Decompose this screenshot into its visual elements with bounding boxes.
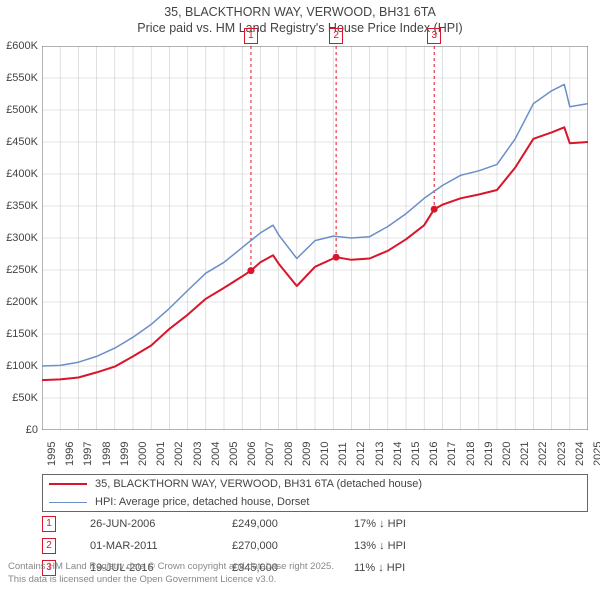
x-tick-label: 2003: [192, 442, 204, 466]
y-tick-label: £550K: [0, 72, 38, 84]
legend: 35, BLACKTHORN WAY, VERWOOD, BH31 6TA (d…: [42, 474, 588, 512]
y-tick-label: £0: [0, 424, 38, 436]
sale-row-vs-hpi: 13% ↓ HPI: [354, 540, 406, 552]
attribution-line-1: Contains HM Land Registry data © Crown c…: [8, 561, 334, 573]
x-tick-label: 2020: [501, 442, 513, 466]
x-tick-label: 2022: [537, 442, 549, 466]
y-tick-label: £50K: [0, 392, 38, 404]
chart-plot-area: [42, 46, 588, 430]
sale-row-date: 01-MAR-2011: [90, 540, 232, 552]
x-tick-label: 2013: [374, 442, 386, 466]
sale-row-marker: 1: [42, 516, 56, 532]
x-tick-label: 2021: [519, 442, 531, 466]
legend-swatch: [49, 483, 87, 485]
x-tick-label: 2015: [410, 442, 422, 466]
attribution-line-2: This data is licensed under the Open Gov…: [8, 574, 334, 586]
legend-label: 35, BLACKTHORN WAY, VERWOOD, BH31 6TA (d…: [95, 478, 422, 490]
y-tick-label: £400K: [0, 168, 38, 180]
x-tick-label: 2024: [574, 442, 586, 466]
x-tick-label: 1995: [46, 442, 58, 466]
x-tick-label: 2009: [301, 442, 313, 466]
x-tick-label: 2018: [465, 442, 477, 466]
sale-row-price: £249,000: [232, 518, 354, 530]
x-tick-label: 2001: [155, 442, 167, 466]
x-tick-label: 2025: [592, 442, 600, 466]
legend-item: 35, BLACKTHORN WAY, VERWOOD, BH31 6TA (d…: [43, 475, 587, 493]
sale-row-vs-hpi: 11% ↓ HPI: [354, 562, 405, 574]
legend-label: HPI: Average price, detached house, Dors…: [95, 496, 309, 508]
sale-row-marker: 2: [42, 538, 56, 554]
y-axis-labels: £0£50K£100K£150K£200K£250K£300K£350K£400…: [0, 46, 42, 430]
y-tick-label: £450K: [0, 136, 38, 148]
x-tick-label: 2005: [228, 442, 240, 466]
y-tick-label: £300K: [0, 232, 38, 244]
x-tick-label: 2017: [446, 442, 458, 466]
attribution: Contains HM Land Registry data © Crown c…: [8, 561, 334, 586]
y-tick-label: £350K: [0, 200, 38, 212]
x-tick-label: 2008: [283, 442, 295, 466]
y-tick-label: £250K: [0, 264, 38, 276]
sale-marker-flag: 2: [329, 28, 343, 44]
sale-marker-flag: 1: [244, 28, 258, 44]
x-tick-label: 1997: [82, 442, 94, 466]
x-tick-label: 1999: [119, 442, 131, 466]
x-tick-label: 2004: [210, 442, 222, 466]
x-tick-label: 2006: [246, 442, 258, 466]
y-tick-label: £500K: [0, 104, 38, 116]
x-tick-label: 2000: [137, 442, 149, 466]
x-tick-label: 2012: [355, 442, 367, 466]
y-tick-label: £600K: [0, 40, 38, 52]
x-axis-labels: 1995 1996 1997 1998 1999 2000 2001 2002 2003 2004…: [42, 434, 588, 474]
chart-title: 35, BLACKTHORN WAY, VERWOOD, BH31 6TA Pr…: [0, 0, 600, 37]
x-tick-label: 1998: [101, 442, 113, 466]
y-tick-label: £100K: [0, 360, 38, 372]
x-tick-label: 2023: [556, 442, 568, 466]
sale-row-price: £270,000: [232, 540, 354, 552]
x-tick-label: 2011: [337, 442, 349, 466]
x-tick-label: 2002: [173, 442, 185, 466]
title-line-1: 35, BLACKTHORN WAY, VERWOOD, BH31 6TA: [0, 4, 600, 20]
x-tick-label: 2016: [428, 442, 440, 466]
x-tick-label: 2007: [264, 442, 276, 466]
x-tick-label: 2014: [392, 442, 404, 466]
sale-row: 2 01-MAR-2011£270,00013% ↓ HPI: [42, 538, 588, 554]
title-line-2: Price paid vs. HM Land Registry's House …: [0, 20, 600, 36]
sale-marker-flag: 3: [427, 28, 441, 44]
legend-item: HPI: Average price, detached house, Dors…: [43, 493, 587, 511]
sale-row-vs-hpi: 17% ↓ HPI: [354, 518, 406, 530]
sale-row: 1 26-JUN-2006£249,00017% ↓ HPI: [42, 516, 588, 532]
y-tick-label: £200K: [0, 296, 38, 308]
x-tick-label: 1996: [64, 442, 76, 466]
x-tick-label: 2019: [483, 442, 495, 466]
legend-swatch: [49, 502, 87, 503]
x-tick-label: 2010: [319, 442, 331, 466]
y-tick-label: £150K: [0, 328, 38, 340]
sale-marker-flags: 123: [42, 38, 588, 56]
sale-row-date: 26-JUN-2006: [90, 518, 232, 530]
